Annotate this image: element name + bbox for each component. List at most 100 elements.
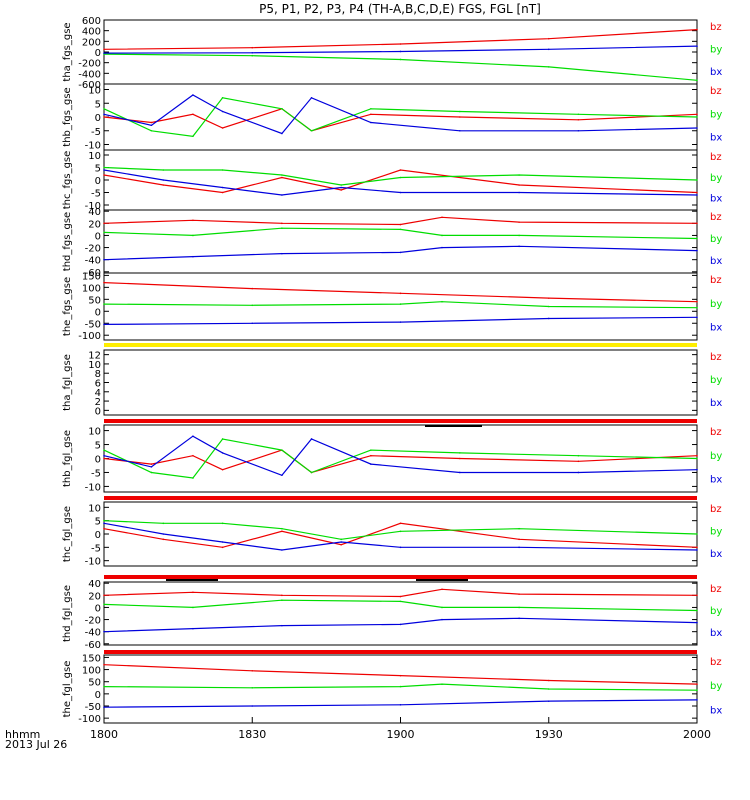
y-tick-label: -100 [78,331,101,342]
series-bz [103,169,698,194]
panel-frame [103,501,698,567]
legend-bz: bz [710,212,722,223]
data-point-bz [696,28,698,31]
data-point-bz [577,118,580,121]
data-point-bx [577,471,580,474]
data-point-bz [696,191,698,194]
data-point-bz [518,538,520,541]
y-tick-label: 5 [95,517,101,528]
data-point-by [399,303,402,305]
y-axis-label: tha_fgl_gse [62,354,73,411]
data-point-bz [281,176,283,179]
legend-bx: bx [710,256,722,267]
data-point-by [370,107,372,110]
data-point-by [103,303,105,305]
time-label: hhmm [5,728,40,741]
legend-bx: bx [710,194,722,205]
data-point-bx [399,191,402,194]
legend-bx: bx [710,475,722,486]
x-tick-label: 1900 [387,728,415,741]
data-point-by [399,228,402,231]
series-bz [103,664,698,685]
legend-by: by [710,109,722,120]
data-point-by [340,184,343,186]
date-label: 2013 Jul 26 [5,738,67,751]
legend-bx: bx [710,628,722,639]
data-point-by [103,107,105,110]
data-point-bx [162,533,165,535]
data-point-bx [103,706,105,709]
data-point-bx [696,699,698,701]
series-by [103,53,698,81]
legend-bx: bx [710,705,722,716]
data-point-bz [547,679,550,682]
y-tick-label: 4 [95,388,101,399]
x-axis: 1800 1830 1900 1930 2000 [90,717,711,741]
y-tick-label: 2 [95,397,101,408]
data-point-bx [251,52,254,54]
y-tick-label: -60 [85,268,101,279]
y-tick-label: 0 [95,406,101,417]
data-point-bx [696,549,698,551]
y-axis-label: thb_fgs_gse [62,87,73,146]
data-point-bx [399,251,402,254]
data-point-by [281,527,283,530]
x-tick-label: 2000 [683,728,711,741]
series-by [103,166,698,186]
series-by [103,520,698,540]
data-point-bz [696,113,698,116]
data-point-by [192,135,194,138]
legend-bz: bz [710,152,722,163]
legend-by: by [710,606,722,617]
data-point-bz [696,300,698,303]
y-tick-label: 50 [88,678,101,689]
y-tick-label: 0 [95,231,101,242]
series-bz [103,449,698,474]
data-point-bx [103,113,105,116]
y-tick-label: -5 [91,543,101,554]
y-tick-label: -5 [91,127,101,138]
status-bar [104,419,697,423]
data-point-bx [281,194,283,196]
legend-by: by [710,173,722,184]
data-point-bz [221,127,224,129]
data-point-bz [441,216,443,219]
y-tick-label: -10 [85,557,101,568]
legend-by: by [710,45,722,56]
data-point-bx [518,245,520,248]
legend-bz: bz [710,86,722,97]
data-point-bz [399,223,402,226]
data-point-by [310,129,313,132]
y-tick-label: 5 [95,441,101,452]
data-point-bz [518,593,520,595]
y-tick-label: 50 [88,295,101,306]
y-tick-label: -10 [85,482,101,493]
y-tick-label: 0 [95,530,101,541]
data-point-bx [251,705,254,707]
status-bar [104,496,697,500]
data-point-by [441,683,443,685]
legend-by: by [710,527,722,538]
data-point-bz [399,292,402,295]
status-mark [166,579,218,581]
y-tick-label: 0 [95,113,101,124]
data-point-bx [399,546,402,549]
series-by [103,301,698,309]
data-point-bx [696,45,698,47]
data-point-by [310,471,313,474]
data-point-bz [251,46,254,49]
legend-by: by [710,299,722,310]
data-point-by [459,110,461,113]
data-point-bx [696,249,698,252]
data-point-by [251,686,254,689]
data-point-by [221,96,224,99]
data-point-bz [192,113,194,116]
y-tick-label: 10 [88,427,101,438]
series-by [103,683,698,691]
y-axis-label: thd_fgs_gse [62,212,73,271]
data-point-by [696,237,698,240]
data-point-bx [103,630,105,633]
y-tick-label: -10 [85,201,101,212]
